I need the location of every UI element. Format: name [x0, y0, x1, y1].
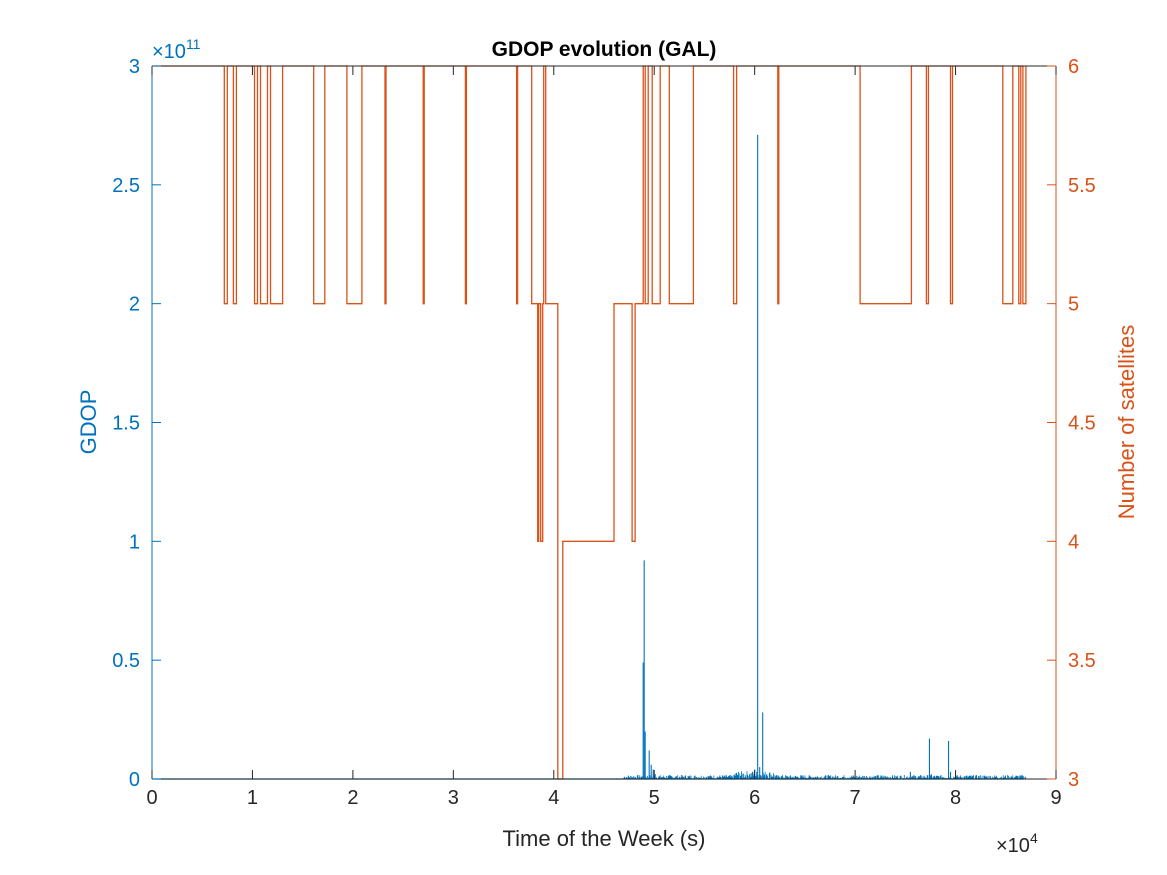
- y-left-tick-label: 3: [129, 56, 140, 78]
- y-right-tick-label: 4: [1068, 531, 1079, 553]
- y-left-exponent: ×1011: [152, 36, 201, 63]
- x-tick-label: 0: [146, 787, 157, 809]
- y-right-tick-label: 3.5: [1068, 650, 1096, 672]
- x-tick-label: 9: [1050, 787, 1061, 809]
- plot-area: [152, 66, 1056, 779]
- svg-text:×1011: ×1011: [152, 36, 201, 63]
- y-left-tick-label: 0.5: [112, 650, 140, 672]
- y-left-tick-label: 0: [129, 769, 140, 791]
- y-left-tick-label: 1: [129, 531, 140, 553]
- x-axis-exponent: ×104: [996, 830, 1038, 857]
- x-tick-label: 7: [850, 787, 861, 809]
- x-tick-label: 5: [649, 787, 660, 809]
- y-right-tick-label: 5.5: [1068, 175, 1096, 197]
- x-axis-label: Time of the Week (s): [503, 826, 706, 851]
- axes: 0 1 2 3 4 5 6 7 8 9 0 0.5 1 1.5 2 2.5 3 3 3.5 4 4.5 5 5.5 6: [112, 56, 1096, 809]
- y-right-tick-label: 5: [1068, 294, 1079, 316]
- y-left-tick-label: 2: [129, 294, 140, 316]
- y-left-tick-label: 1.5: [112, 413, 140, 435]
- y-right-tick-label: 6: [1068, 56, 1079, 78]
- x-tick-label: 6: [749, 787, 760, 809]
- svg-text:×104: ×104: [996, 830, 1038, 857]
- y-left-tick-label: 2.5: [112, 175, 140, 197]
- x-tick-label: 2: [347, 787, 358, 809]
- y-left-axis-label: GDOP: [76, 390, 101, 455]
- y-right-axis-label: Number of satellites: [1114, 325, 1139, 519]
- x-tick-label: 8: [950, 787, 961, 809]
- x-tick-label: 4: [548, 787, 559, 809]
- plot-background: [152, 66, 1056, 779]
- x-tick-label: 3: [448, 787, 459, 809]
- y-right-tick-label: 4.5: [1068, 413, 1096, 435]
- y-right-tick-label: 3: [1068, 769, 1079, 791]
- x-tick-label: 1: [247, 787, 258, 809]
- chart-title: GDOP evolution (GAL): [492, 38, 717, 61]
